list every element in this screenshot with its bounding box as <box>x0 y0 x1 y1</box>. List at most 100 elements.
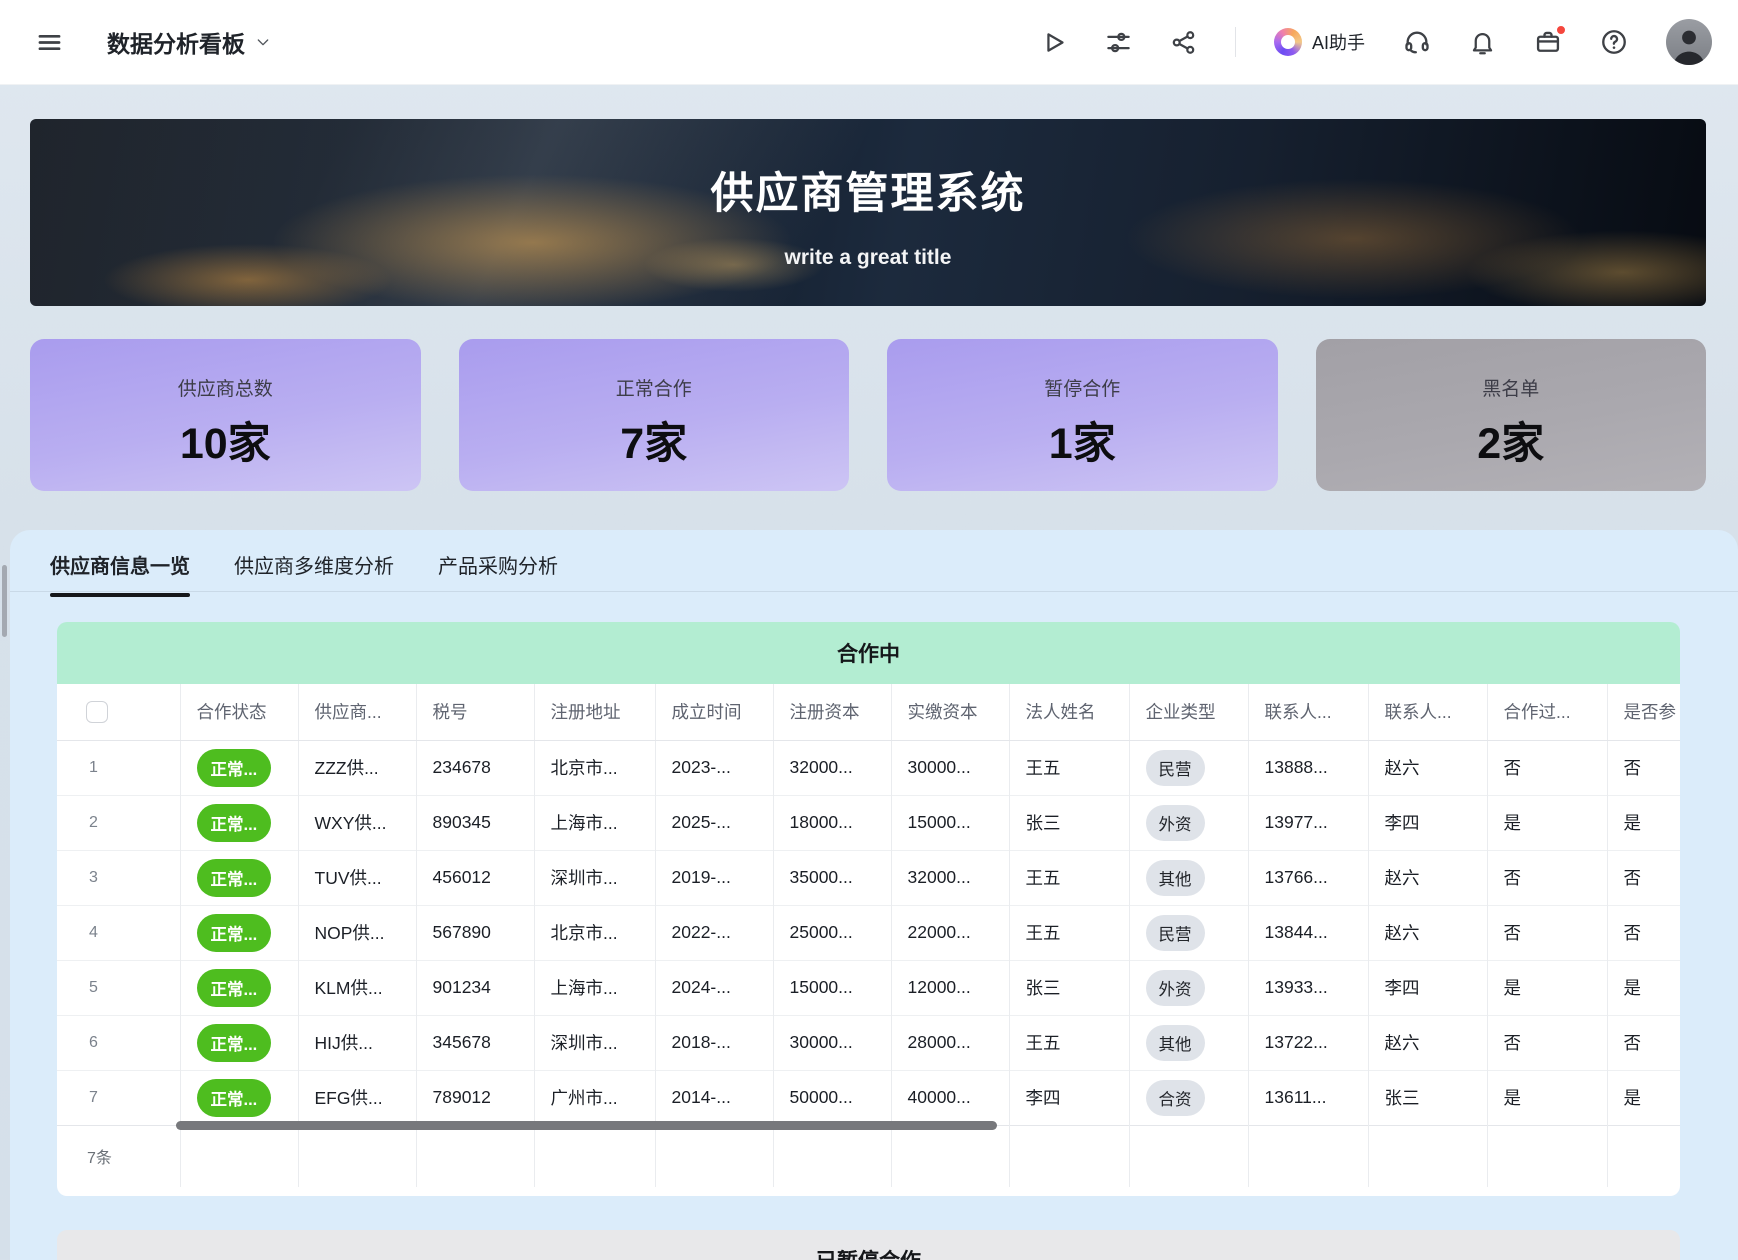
cell-contact-name[interactable]: 赵六 <box>1368 850 1488 905</box>
cell-paid-capital[interactable]: 32000... <box>891 850 1010 905</box>
cell-contact-name[interactable]: 赵六 <box>1368 905 1488 960</box>
cell-legal-person[interactable]: 王五 <box>1009 1015 1130 1070</box>
cell-cooperated[interactable]: 否 <box>1487 1015 1608 1070</box>
cell-address[interactable]: 深圳市... <box>534 850 656 905</box>
cell-supplier[interactable]: EFG供... <box>298 1070 417 1125</box>
cell-legal-person[interactable]: 王五 <box>1009 850 1130 905</box>
cell-legal-person[interactable]: 张三 <box>1009 960 1130 1015</box>
cell-contact-phone[interactable]: 13888... <box>1248 740 1369 795</box>
cell-contact-name[interactable]: 李四 <box>1368 960 1488 1015</box>
cell-company-type[interactable]: 民营 <box>1129 905 1249 960</box>
cell-founded[interactable]: 2018-... <box>655 1015 774 1070</box>
cell-registered-capital[interactable]: 30000... <box>773 1015 892 1070</box>
cell-legal-person[interactable]: 张三 <box>1009 795 1130 850</box>
cell-company-type[interactable]: 外资 <box>1129 960 1249 1015</box>
cell-company-type[interactable]: 其他 <box>1129 1015 1249 1070</box>
cell-registered-capital[interactable]: 50000... <box>773 1070 892 1125</box>
cell-legal-person[interactable]: 王五 <box>1009 740 1130 795</box>
cell-contact-phone[interactable]: 13844... <box>1248 905 1369 960</box>
column-header[interactable]: 供应商... <box>298 684 417 741</box>
cell-cooperated[interactable]: 否 <box>1487 740 1608 795</box>
cell-registered-capital[interactable]: 25000... <box>773 905 892 960</box>
cell-paid-capital[interactable]: 30000... <box>891 740 1010 795</box>
cell-supplier[interactable]: WXY供... <box>298 795 417 850</box>
cell-tax-id[interactable]: 567890 <box>416 905 535 960</box>
cell-paid-capital[interactable]: 15000... <box>891 795 1010 850</box>
tab-supplier-multidimensional-analysis[interactable]: 供应商多维度分析 <box>234 556 394 578</box>
stat-card-total-suppliers[interactable]: 供应商总数 10家 <box>30 339 421 491</box>
horizontal-scrollbar[interactable] <box>176 1121 997 1130</box>
column-header[interactable]: 法人姓名 <box>1009 684 1130 741</box>
column-header[interactable]: 合作过... <box>1487 684 1608 741</box>
cell-tax-id[interactable]: 456012 <box>416 850 535 905</box>
cell-registered-capital[interactable]: 32000... <box>773 740 892 795</box>
cell-supplier[interactable]: NOP供... <box>298 905 417 960</box>
help-icon[interactable] <box>1600 28 1628 56</box>
column-header[interactable]: 是否参 <box>1607 684 1680 741</box>
cell-contact-name[interactable]: 赵六 <box>1368 740 1488 795</box>
cell-registered-capital[interactable]: 18000... <box>773 795 892 850</box>
avatar[interactable] <box>1666 19 1712 65</box>
cell-status[interactable]: 正常... <box>180 1070 299 1125</box>
cell-supplier[interactable]: ZZZ供... <box>298 740 417 795</box>
cell-address[interactable]: 深圳市... <box>534 1015 656 1070</box>
briefcase-inbox-icon[interactable] <box>1534 28 1562 56</box>
cell-participated[interactable]: 是 <box>1607 795 1680 850</box>
select-all-checkbox[interactable] <box>86 700 108 723</box>
column-header[interactable]: 注册地址 <box>534 684 656 741</box>
stat-card-normal-cooperation[interactable]: 正常合作 7家 <box>458 339 849 491</box>
cell-paid-capital[interactable]: 28000... <box>891 1015 1010 1070</box>
cell-address[interactable]: 上海市... <box>534 795 656 850</box>
column-header[interactable]: 合作状态 <box>180 684 299 741</box>
cell-contact-phone[interactable]: 13611... <box>1248 1070 1369 1125</box>
cell-tax-id[interactable]: 789012 <box>416 1070 535 1125</box>
tab-product-procurement-analysis[interactable]: 产品采购分析 <box>438 556 558 578</box>
cell-contact-phone[interactable]: 13977... <box>1248 795 1369 850</box>
dashboard-title-dropdown[interactable]: 数据分析看板 <box>107 25 271 59</box>
cell-supplier[interactable]: HIJ供... <box>298 1015 417 1070</box>
cell-cooperated[interactable]: 是 <box>1487 960 1608 1015</box>
column-header[interactable]: 注册资本 <box>773 684 892 741</box>
share-icon[interactable] <box>1170 29 1197 56</box>
cell-paid-capital[interactable]: 22000... <box>891 905 1010 960</box>
cell-tax-id[interactable]: 345678 <box>416 1015 535 1070</box>
column-header[interactable]: 联系人... <box>1368 684 1488 741</box>
cell-supplier[interactable]: KLM供... <box>298 960 417 1015</box>
cell-contact-name[interactable]: 李四 <box>1368 795 1488 850</box>
column-header[interactable]: 税号 <box>416 684 535 741</box>
hamburger-menu-icon[interactable] <box>36 29 63 56</box>
cell-address[interactable]: 北京市... <box>534 905 656 960</box>
column-header[interactable]: 联系人... <box>1248 684 1369 741</box>
cell-tax-id[interactable]: 234678 <box>416 740 535 795</box>
page-vertical-scrollbar[interactable] <box>2 565 7 637</box>
stat-card-paused-cooperation[interactable]: 暂停合作 1家 <box>887 339 1278 491</box>
table-row[interactable]: 2 正常... WXY供... 890345 上海市... 2025-... 18000..… <box>57 795 1680 850</box>
cell-company-type[interactable]: 外资 <box>1129 795 1249 850</box>
cell-status[interactable]: 正常... <box>180 850 299 905</box>
cell-founded[interactable]: 2022-... <box>655 905 774 960</box>
cell-status[interactable]: 正常... <box>180 1015 299 1070</box>
cell-status[interactable]: 正常... <box>180 795 299 850</box>
column-header[interactable]: 实缴资本 <box>891 684 1010 741</box>
tab-supplier-overview[interactable]: 供应商信息一览 <box>50 550 190 597</box>
cell-cooperated[interactable]: 是 <box>1487 1070 1608 1125</box>
cell-address[interactable]: 广州市... <box>534 1070 656 1125</box>
table-row[interactable]: 5 正常... KLM供... 901234 上海市... 2024-... 15000..… <box>57 960 1680 1015</box>
cell-founded[interactable]: 2014-... <box>655 1070 774 1125</box>
table-row[interactable]: 1 正常... ZZZ供... 234678 北京市... 2023-... 32000..… <box>57 740 1680 795</box>
column-header[interactable]: 成立时间 <box>655 684 774 741</box>
cell-address[interactable]: 上海市... <box>534 960 656 1015</box>
cell-participated[interactable]: 否 <box>1607 1015 1680 1070</box>
cell-address[interactable]: 北京市... <box>534 740 656 795</box>
cell-company-type[interactable]: 民营 <box>1129 740 1249 795</box>
cell-status[interactable]: 正常... <box>180 905 299 960</box>
cell-participated[interactable]: 是 <box>1607 1070 1680 1125</box>
cell-paid-capital[interactable]: 12000... <box>891 960 1010 1015</box>
cell-legal-person[interactable]: 李四 <box>1009 1070 1130 1125</box>
ai-assistant-button[interactable]: AI助手 <box>1273 28 1365 56</box>
cell-contact-name[interactable]: 张三 <box>1368 1070 1488 1125</box>
headset-icon[interactable] <box>1403 28 1431 56</box>
cell-founded[interactable]: 2024-... <box>655 960 774 1015</box>
cell-registered-capital[interactable]: 35000... <box>773 850 892 905</box>
cell-cooperated[interactable]: 否 <box>1487 850 1608 905</box>
